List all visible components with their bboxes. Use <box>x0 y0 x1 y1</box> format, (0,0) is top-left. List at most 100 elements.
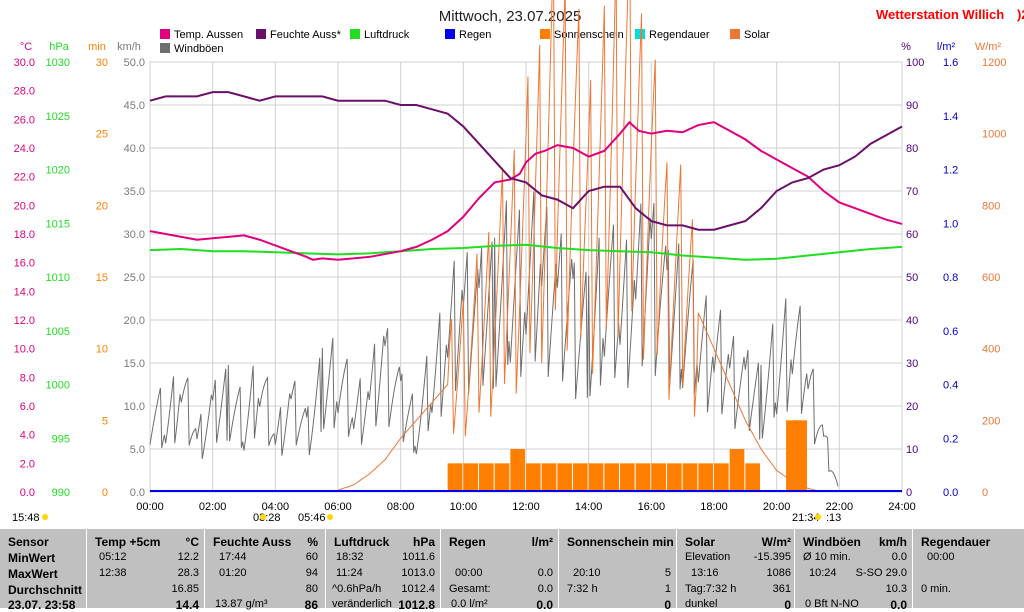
wind-tick-label: 40.0 <box>124 143 145 155</box>
sunshine-bar <box>667 463 682 492</box>
temp-tick-label: 20.0 <box>14 200 35 212</box>
station-name: Wetterstation Willich <box>876 7 1004 22</box>
solar-tick-label: 1000 <box>982 129 1006 141</box>
sunshine-bar <box>557 463 572 492</box>
temp-tick-label: 6.0 <box>20 401 35 413</box>
temp-min-value: 12.2 <box>177 551 199 563</box>
wind-unit-label: km/h <box>117 41 141 53</box>
solar-tick-label: 800 <box>982 200 1000 212</box>
hdr-gust: Windböen <box>803 535 861 549</box>
col-solar: Solar W/m² Elevation -15.395 13:16 1086 … <box>676 529 795 612</box>
hum-min-time: 17:44 <box>219 551 247 563</box>
legend-label: Solar <box>744 29 770 41</box>
sunshine-bar <box>541 463 557 492</box>
pressure-tick-label: 1000 <box>46 380 70 392</box>
x-tick-label: 20:00 <box>763 501 791 513</box>
pressure-tick-label: 1025 <box>46 111 70 123</box>
rain-tick-label: 1.0 <box>943 218 958 230</box>
solar-day: Tag:7:32 h <box>685 583 737 595</box>
hdr-pressure-unit: hPa <box>412 535 435 549</box>
temp-tick-label: 28.0 <box>14 86 35 98</box>
sunshine-bar <box>526 463 541 492</box>
pressure-tick-label: 995 <box>52 433 70 445</box>
legend-label: Feuchte Auss* <box>270 29 342 41</box>
temp-tick-label: 16.0 <box>14 258 35 270</box>
col-humidity: Feuchte Auss % 17:44 60 01:20 94 80 13.8… <box>204 529 326 612</box>
humidity-tick-label: 10 <box>906 444 918 456</box>
col-sensor: Sensor MinWert MaxWert Durchschnitt 23.0… <box>0 529 86 612</box>
sun-max-value: 5 <box>664 567 671 579</box>
temp-min-time: 05:12 <box>99 551 127 563</box>
temp-tick-label: 24.0 <box>14 143 35 155</box>
stats-table: Sensor MinWert MaxWert Durchschnitt 23.0… <box>0 529 1024 612</box>
col-temp: Temp +5cm °C 05:12 12.2 12:38 28.3 16.85… <box>86 529 205 612</box>
temp-tick-label: 4.0 <box>20 430 35 442</box>
station-suffix: )2 <box>1017 7 1024 22</box>
x-tick-label: 06:00 <box>324 501 352 513</box>
legend-label: Regendauer <box>649 29 710 41</box>
solar-current-value: 0 <box>784 598 791 612</box>
legend-label: Sonnenschein <box>554 29 624 41</box>
sunshine-bar <box>510 449 525 492</box>
hum-min-value: 60 <box>305 551 318 563</box>
sunshine_min-unit-label: min <box>88 41 106 53</box>
rain-tick-label: 0.8 <box>943 272 958 284</box>
rain-max-value: 0.0 <box>537 567 553 579</box>
humidity-tick-label: 60 <box>906 229 918 241</box>
sunshine-bar <box>745 463 760 492</box>
press-forecast: veränderlich <box>332 598 392 610</box>
solar-avg-value: 361 <box>772 583 791 595</box>
sun-dot-icon <box>260 514 266 520</box>
rain-tick-label: 0.2 <box>943 433 958 445</box>
rain-tick-label: 0.6 <box>943 326 958 338</box>
humidity-unit-label: % <box>901 41 911 53</box>
x-tick-label: 08:00 <box>387 501 415 513</box>
press-min-value: 1011.6 <box>402 551 435 563</box>
temp-tick-label: 10.0 <box>14 344 35 356</box>
sunshine_min-tick-label: 30 <box>96 57 108 69</box>
humidity-tick-label: 100 <box>906 57 924 69</box>
legend-swatch <box>160 29 170 39</box>
pressure-tick-label: 990 <box>52 487 70 499</box>
temp-tick-label: 2.0 <box>20 458 35 470</box>
sunshine-bar <box>729 449 745 492</box>
sun-dot-icon <box>327 514 333 520</box>
sunshine-bar <box>714 463 729 492</box>
wind-tick-label: 15.0 <box>124 358 145 370</box>
solar-elev-value: -15.395 <box>753 551 791 563</box>
series-solar <box>337 0 822 493</box>
x-tick-label: 00:00 <box>136 501 164 513</box>
rain-current-value: 0.0 <box>536 598 553 612</box>
marker-low2: 05:46 <box>298 512 326 524</box>
temp-avg-value: 16.85 <box>171 583 199 595</box>
wind-tick-label: 30.0 <box>124 229 145 241</box>
wind-tick-label: 50.0 <box>124 57 145 69</box>
sun-avg-value: 1 <box>664 583 671 595</box>
series-humidity <box>149 91 903 231</box>
solar-tick-label: 1200 <box>982 57 1006 69</box>
chart-title: Mittwoch, 23.07.2025 <box>439 8 582 25</box>
raindur-min-time: 00:00 <box>927 551 955 563</box>
row-min-label: MinWert <box>8 551 56 565</box>
legend-swatch <box>256 29 266 39</box>
sunshine_min-tick-label: 0 <box>102 487 108 499</box>
legend-swatch <box>160 43 170 53</box>
hdr-humidity-unit: % <box>307 535 318 549</box>
temp-tick-label: 12.0 <box>14 315 35 327</box>
hdr-solar: Solar <box>685 535 716 549</box>
col-pressure: Luftdruck hPa 18:32 1011.6 11:24 1013.0 … <box>325 529 441 612</box>
sun-total: 7:32 h <box>567 583 598 595</box>
sunshine-bar <box>463 463 478 492</box>
sunshine-bar <box>494 463 510 492</box>
rain-tick-label: 1.6 <box>943 57 958 69</box>
legend-label: Temp. Aussen <box>174 29 243 41</box>
x-tick-label: 04:00 <box>262 501 290 513</box>
pressure-tick-label: 1015 <box>46 218 70 230</box>
x-tick-label: 18:00 <box>700 501 728 513</box>
sunshine-bar <box>588 463 604 492</box>
solar-max-value: 1086 <box>766 567 791 579</box>
solar-tick-label: 400 <box>982 344 1000 356</box>
wind-tick-label: 10.0 <box>124 401 145 413</box>
sunshine_min-tick-label: 5 <box>102 415 108 427</box>
marker-right2: :13 <box>826 512 841 524</box>
